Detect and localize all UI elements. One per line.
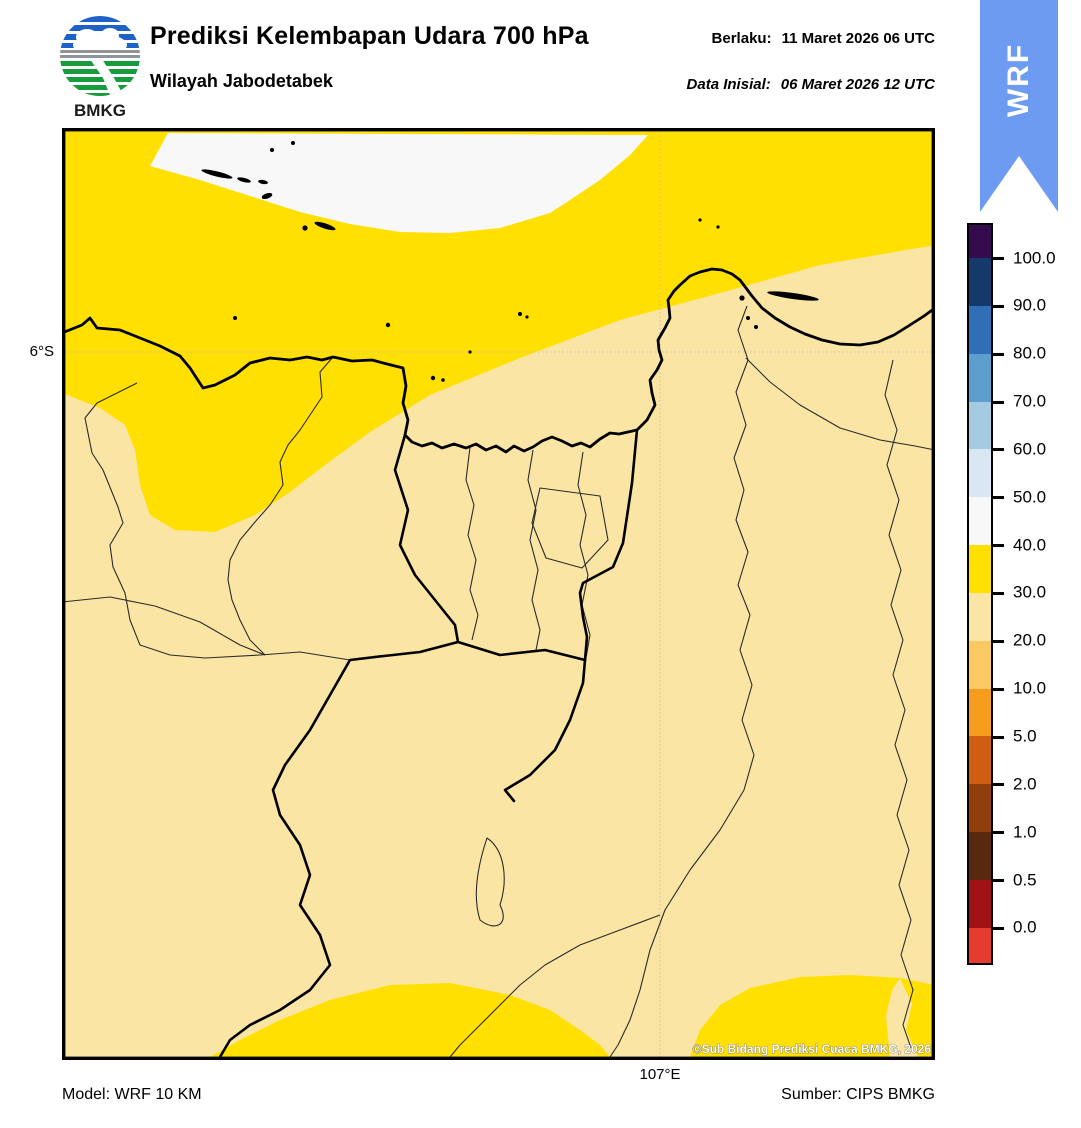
colorbar-tick: [992, 831, 1004, 835]
latitude-tick-label: 6°S: [29, 343, 54, 360]
colorbar-tick: [992, 926, 1004, 930]
colorbar-tick: [992, 591, 1004, 595]
colorbar-segment: [969, 879, 991, 928]
map-frame: [62, 128, 935, 1060]
colorbar-tick: [992, 304, 1004, 308]
page-subtitle: Wilayah Jabodetabek: [150, 71, 333, 91]
colorbar-tick: [992, 496, 1004, 500]
colorbar-tick: [992, 448, 1004, 452]
wrf-ribbon: WRF: [980, 0, 1058, 212]
valid-time: Berlaku: 11 Maret 2026 06 UTC: [712, 30, 935, 47]
bmkg-logo-icon: [60, 16, 140, 96]
colorbar-tick-label: 50.0: [1013, 487, 1047, 507]
init-time-value: 06 Maret 2026 12 UTC: [780, 76, 935, 93]
colorbar-tick-label: 90.0: [1013, 295, 1047, 315]
colorbar-segment: [969, 784, 991, 833]
colorbar-tick-label: 20.0: [1013, 630, 1047, 650]
colorbar-tick-label: 60.0: [1013, 439, 1047, 459]
map-white-zone: [150, 133, 648, 233]
admin-boundaries: [61, 305, 936, 1058]
colorbar-tick: [992, 879, 1004, 883]
map-yellow-region-bottom-right: [690, 975, 935, 1057]
colorbar-tick-label: 80.0: [1013, 343, 1047, 363]
colorbar-segment: [969, 449, 991, 498]
map-cream-notch: [886, 978, 918, 1057]
colorbar-segment: [969, 927, 991, 963]
colorbar-segment: [969, 640, 991, 689]
wrf-ribbon-shape: [980, 0, 1058, 212]
colorbar-segment: [969, 545, 991, 593]
colorbar-bar: [967, 223, 993, 965]
colorbar-segment: [969, 353, 991, 402]
colorbar-segment: [969, 736, 991, 785]
longitude-tick-label: 107°E: [639, 1066, 681, 1083]
colorbar-tick: [992, 352, 1004, 356]
colorbar-segment: [969, 497, 991, 546]
colorbar-segment: [969, 258, 991, 306]
colorbar-tick-label: 0.5: [1013, 870, 1037, 890]
valid-time-value: 11 Maret 2026 06 UTC: [781, 30, 935, 47]
bmkg-logo-text: BMKG: [74, 101, 126, 120]
colorbar-segment: [969, 225, 991, 258]
colorbar-segment: [969, 305, 991, 354]
colorbar-tick: [992, 639, 1004, 643]
colorbar-segment: [969, 401, 991, 450]
colorbar-tick-label: 30.0: [1013, 583, 1047, 603]
colorbar-tick: [992, 687, 1004, 691]
colorbar-tick-label: 100.0: [1013, 248, 1056, 268]
colorbar-tick-label: 5.0: [1013, 726, 1037, 746]
weather-map: ©Sub Bidang Prediksi Cuaca BMKG, 2026: [60, 128, 937, 1060]
valid-time-label: Berlaku:: [711, 30, 772, 47]
colorbar-segment: [969, 688, 991, 737]
colorbar-tick: [992, 783, 1004, 787]
colorbar-tick-label: 70.0: [1013, 391, 1047, 411]
islands: [201, 141, 819, 382]
map-copyright: ©Sub Bidang Prediksi Cuaca BMKG, 2026: [693, 1042, 932, 1056]
init-time: Data Inisial: 06 Maret 2026 12 UTC: [687, 76, 935, 93]
source-label: Sumber: CIPS BMKG: [781, 1086, 935, 1103]
colorbar-tick-label: 40.0: [1013, 535, 1047, 555]
province-boundaries: [218, 428, 639, 1059]
colorbar-tick: [992, 257, 1004, 260]
colorbar-legend: 100.0 90.0 80.0 70.0 60.0 50.0 40.0 30.0 20.0 10.…: [967, 223, 1079, 973]
map-yellow-region-top: [62, 128, 935, 532]
colorbar-segment: [969, 832, 991, 880]
colorbar-segment: [969, 592, 991, 641]
colorbar-tick: [992, 400, 1004, 404]
colorbar-tick-label: 10.0: [1013, 678, 1047, 698]
colorbar-tick: [992, 544, 1004, 548]
init-time-label: Data Inisial:: [686, 76, 771, 93]
colorbar-tick-label: 1.0: [1013, 822, 1037, 842]
colorbar-tick-label: 0.0: [1013, 918, 1037, 938]
wrf-ribbon-label: WRF: [1002, 42, 1035, 118]
model-label: Model: WRF 10 KM: [62, 1086, 202, 1103]
bmkg-logo: BMKG: [60, 16, 140, 120]
colorbar-tick: [992, 735, 1004, 739]
coastline: [60, 267, 937, 454]
page-title: Prediksi Kelembapan Udara 700 hPa: [150, 22, 589, 50]
colorbar-tick-label: 2.0: [1013, 774, 1037, 794]
map-yellow-region-bottom-left: [210, 983, 610, 1057]
